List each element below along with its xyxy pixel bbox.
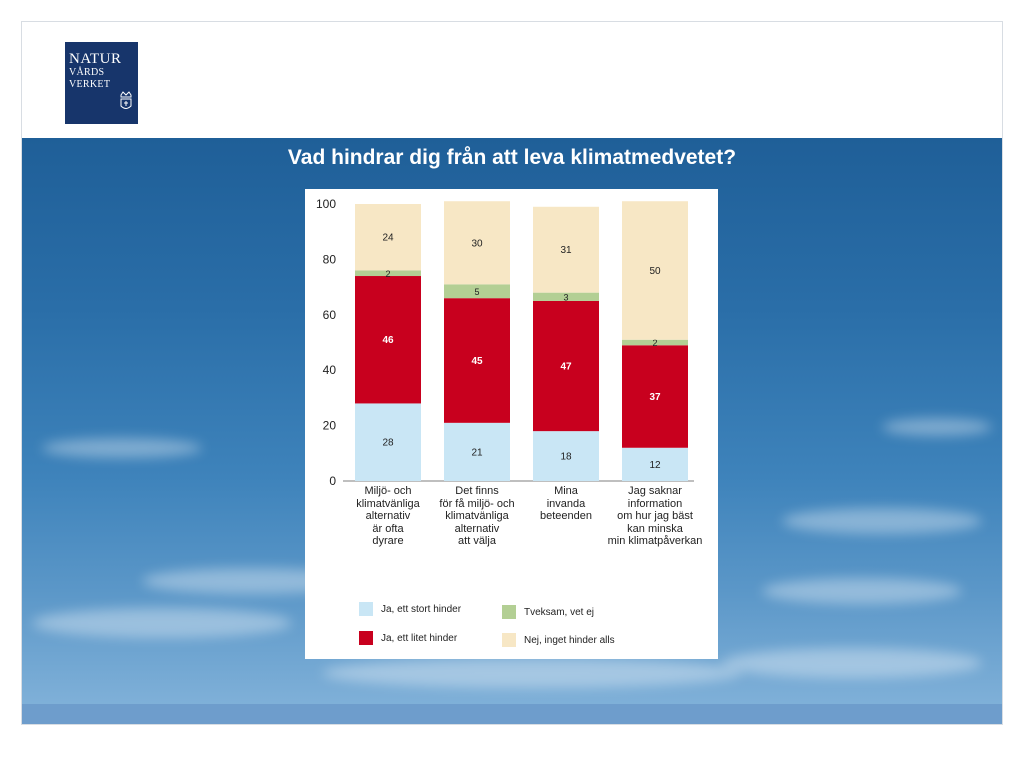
chart-svg: 0 20 40 60 80 100 28 46 2 24 21 45 5 30 18 47 3 31 12 37 2 50 — [316, 197, 694, 488]
crown-crest-icon — [120, 91, 132, 109]
bar-segment — [622, 339, 688, 346]
legend-item: Ja, ett stort hinder — [359, 601, 461, 617]
legend-swatch — [359, 631, 373, 645]
data-label: 46 — [382, 335, 394, 346]
naturvardsverket-logo: NATUR VÅRDS VERKET — [65, 42, 138, 124]
y-tick-label: 0 — [329, 474, 336, 488]
logo-line-3: VERKET — [69, 79, 111, 90]
cloud — [722, 648, 982, 678]
bar-segment — [355, 276, 421, 404]
bar-segment — [533, 206, 599, 293]
y-tick-label: 60 — [323, 308, 337, 322]
data-label: 30 — [471, 238, 483, 249]
bar-segment — [533, 431, 599, 481]
bar-segment — [622, 345, 688, 448]
slide: NATUR VÅRDS VERKET Vad hindrar dig från … — [21, 21, 1003, 725]
bar-segment — [355, 270, 421, 277]
cloud — [882, 418, 992, 436]
logo-line-2: VÅRDS — [69, 67, 105, 78]
legend-item: Ja, ett litet hinder — [359, 630, 457, 646]
legend-item: Tveksam, vet ej — [502, 604, 594, 620]
data-label: 18 — [560, 452, 572, 463]
cloud — [762, 578, 962, 604]
data-label: 5 — [474, 287, 479, 297]
legend-swatch — [502, 633, 516, 647]
header-band: NATUR VÅRDS VERKET — [22, 22, 1002, 138]
bar-segment — [533, 292, 599, 301]
slide-title: Vad hindrar dig från att leva klimatmedv… — [287, 146, 737, 169]
data-label: 37 — [649, 392, 661, 403]
legend-label: Tveksam, vet ej — [524, 606, 595, 618]
y-tick-label: 80 — [323, 252, 337, 266]
legend-swatch — [502, 605, 516, 619]
legend-label: Ja, ett stort hinder — [381, 603, 462, 615]
bar-segment — [444, 284, 510, 299]
data-label: 50 — [649, 266, 661, 277]
data-label: 21 — [471, 447, 483, 458]
legend-label: Nej, inget hinder alls — [524, 634, 615, 646]
y-tick-label: 20 — [323, 419, 337, 433]
legend-swatch — [359, 602, 373, 616]
bar-segment — [533, 300, 599, 432]
bar-segment — [444, 201, 510, 285]
data-label: 24 — [382, 233, 394, 244]
cloud — [42, 438, 202, 458]
bar-segment — [622, 447, 688, 481]
legend-label: Ja, ett litet hinder — [381, 632, 458, 644]
y-tick-label: 40 — [323, 363, 337, 377]
category-label: Mina invanda beteenden — [540, 485, 592, 522]
data-label: 31 — [560, 245, 572, 256]
bar-segment — [622, 201, 688, 340]
data-label: 45 — [471, 356, 483, 367]
cloud — [32, 608, 292, 638]
bar-segment — [355, 403, 421, 481]
data-label: 28 — [382, 438, 394, 449]
y-tick-label: 100 — [316, 197, 336, 211]
data-label: 2 — [652, 338, 657, 348]
bottom-band — [22, 704, 1002, 724]
logo-line-1: NATUR — [69, 51, 122, 67]
data-label: 3 — [563, 292, 568, 302]
category-label: Jag saknar information om hur jag bäst k… — [607, 485, 703, 547]
legend-item: Nej, inget hinder alls — [502, 632, 615, 648]
data-label: 12 — [649, 460, 661, 471]
data-label: 2 — [385, 269, 390, 279]
bar-segment — [444, 298, 510, 423]
cloud — [322, 658, 742, 688]
bar-segment — [444, 422, 510, 481]
bar-segment — [355, 204, 421, 271]
category-label: Det finns för få miljö- och klimatvänlig… — [439, 485, 515, 547]
stacked-bar-chart: 0 20 40 60 80 100 28 46 2 24 21 45 5 30 18 47 3 31 12 37 2 50… — [305, 189, 718, 659]
cloud — [782, 508, 982, 534]
data-label: 47 — [560, 362, 572, 373]
category-label: Miljö- och klimatvänliga alternativ är o… — [356, 485, 420, 547]
